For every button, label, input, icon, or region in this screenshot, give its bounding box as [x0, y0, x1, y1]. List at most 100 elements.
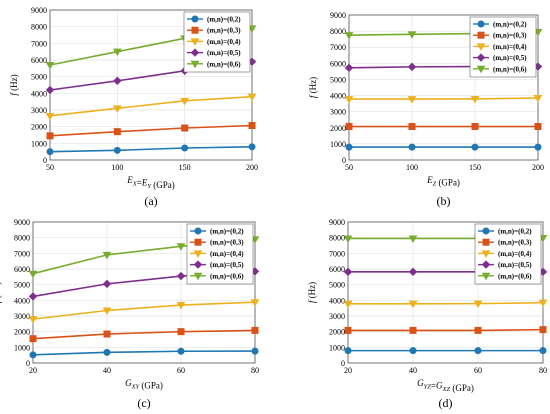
y-tick-label: 6000 — [329, 265, 345, 274]
y-tick-label: 1000 — [329, 343, 345, 352]
data-point — [409, 347, 417, 355]
series-line-2 — [348, 328, 544, 332]
data-point — [534, 122, 542, 130]
legend-marker — [193, 272, 203, 281]
legend-entry: (m,n)=(0,4) — [210, 250, 244, 258]
data-point — [28, 292, 38, 301]
data-point — [344, 63, 354, 73]
data-point — [46, 148, 54, 156]
data-point — [408, 143, 416, 151]
y-tick-label: 6000 — [330, 59, 346, 68]
x-tick-label: 60 — [177, 366, 185, 375]
data-point — [181, 144, 189, 152]
data-point — [251, 347, 259, 355]
y-axis-label: f (Hz) — [308, 77, 318, 98]
data-point — [29, 335, 37, 343]
data-point — [471, 143, 479, 151]
legend-entry: (m,n)=(0,5) — [493, 54, 527, 62]
data-point — [539, 326, 547, 334]
legend-marker — [191, 15, 199, 23]
data-point — [539, 347, 547, 355]
legend-entry: (m,n)=(0,6) — [498, 272, 532, 280]
x-tick-label: 50 — [345, 163, 353, 172]
legend-entry: (m,n)=(0,6) — [210, 272, 244, 280]
legend-entry: (m,n)=(0,2) — [210, 228, 244, 236]
chart-panel-3: 0 1000 2000 3000 4000 5000 6000 7000 8000 9000 20 4… — [0, 218, 260, 410]
y-axis-label: f (Hz) — [307, 282, 317, 303]
y-tick-label: 7000 — [329, 249, 345, 258]
legend-entry: (m,n)=(0,4) — [493, 43, 527, 51]
legend-entry: (m,n)=(0,3) — [210, 239, 244, 247]
panel-label: (c) — [137, 396, 150, 410]
panel-label: (b) — [437, 194, 451, 208]
legend-entry: (m,n)=(0,4) — [207, 38, 241, 46]
x-tick-label: 150 — [179, 163, 191, 172]
data-point — [407, 96, 417, 104]
x-axis-label: GYZ=GXZ (GPa) — [417, 378, 474, 393]
y-axis-label: f (Hz) — [9, 74, 19, 95]
data-point — [113, 128, 121, 136]
legend-marker — [190, 38, 200, 46]
data-point — [45, 112, 55, 121]
y-tick-label: 5000 — [330, 75, 346, 84]
data-point — [344, 32, 354, 40]
data-point — [45, 62, 55, 70]
legend-entry: (m,n)=(0,6) — [207, 60, 241, 68]
legend-marker — [482, 227, 490, 235]
y-tick-label: 7000 — [330, 43, 346, 52]
series-line-1 — [32, 350, 256, 356]
y-tick-label: 8000 — [14, 234, 30, 243]
data-point — [343, 300, 353, 309]
y-tick-label: 4000 — [31, 89, 47, 98]
data-point — [471, 122, 479, 130]
x-tick-label: 40 — [103, 366, 111, 375]
data-point — [45, 85, 55, 95]
x-tick-label: 200 — [246, 163, 258, 172]
y-tick-label: 5000 — [31, 73, 47, 82]
y-tick-label: 2000 — [14, 328, 30, 337]
y-tick-label: 9000 — [330, 11, 346, 20]
legend-entry: (m,n)=(0,2) — [207, 16, 241, 24]
data-point — [102, 251, 112, 260]
y-tick-label: 8000 — [329, 234, 345, 243]
series-line-1 — [49, 146, 253, 153]
legend-marker — [477, 31, 485, 39]
x-axis-label: GXY (GPa) — [125, 378, 163, 391]
y-tick-label: 2000 — [329, 328, 345, 337]
data-point — [248, 143, 256, 151]
data-point — [344, 326, 352, 334]
legend: (m,n)=(0,2) (m,n)=(0,3) (m,n)=(0,4) (m,n)=(… — [186, 223, 254, 285]
y-tick-label: 7000 — [31, 39, 47, 48]
y-axis-label: f (Hz) — [0, 282, 2, 303]
data-point — [250, 299, 260, 307]
data-point — [534, 143, 542, 151]
legend-marker — [476, 43, 486, 51]
x-tick-label: 40 — [409, 366, 417, 375]
data-point — [343, 235, 353, 243]
data-point — [470, 95, 480, 104]
x-tick-label: 150 — [469, 163, 481, 172]
y-tick-label: 5000 — [329, 281, 345, 290]
legend-marker — [190, 60, 200, 69]
data-point — [102, 279, 112, 289]
x-tick-label: 200 — [532, 163, 544, 172]
data-point — [176, 271, 186, 281]
y-tick-label: 1000 — [14, 343, 30, 352]
data-point — [102, 307, 112, 316]
legend-marker — [481, 260, 491, 269]
data-point — [538, 299, 548, 308]
data-point — [408, 235, 418, 243]
data-point — [46, 132, 54, 140]
plot-frame — [348, 14, 539, 161]
y-tick-label: 6000 — [14, 265, 30, 274]
legend-entry: (m,n)=(0,4) — [498, 250, 532, 258]
chart-panel-4: 0 1000 2000 3000 4000 5000 6000 7000 8000 9000 20 4… — [307, 218, 548, 410]
legend-marker — [476, 53, 486, 62]
y-tick-label: 3000 — [31, 106, 47, 115]
data-point — [251, 326, 259, 334]
legend-entry: (m,n)=(0,5) — [210, 261, 244, 269]
y-tick-label: 4000 — [329, 296, 345, 305]
x-axis-label: EZ (GPa) — [426, 175, 460, 188]
y-tick-label: 9000 — [14, 218, 30, 227]
